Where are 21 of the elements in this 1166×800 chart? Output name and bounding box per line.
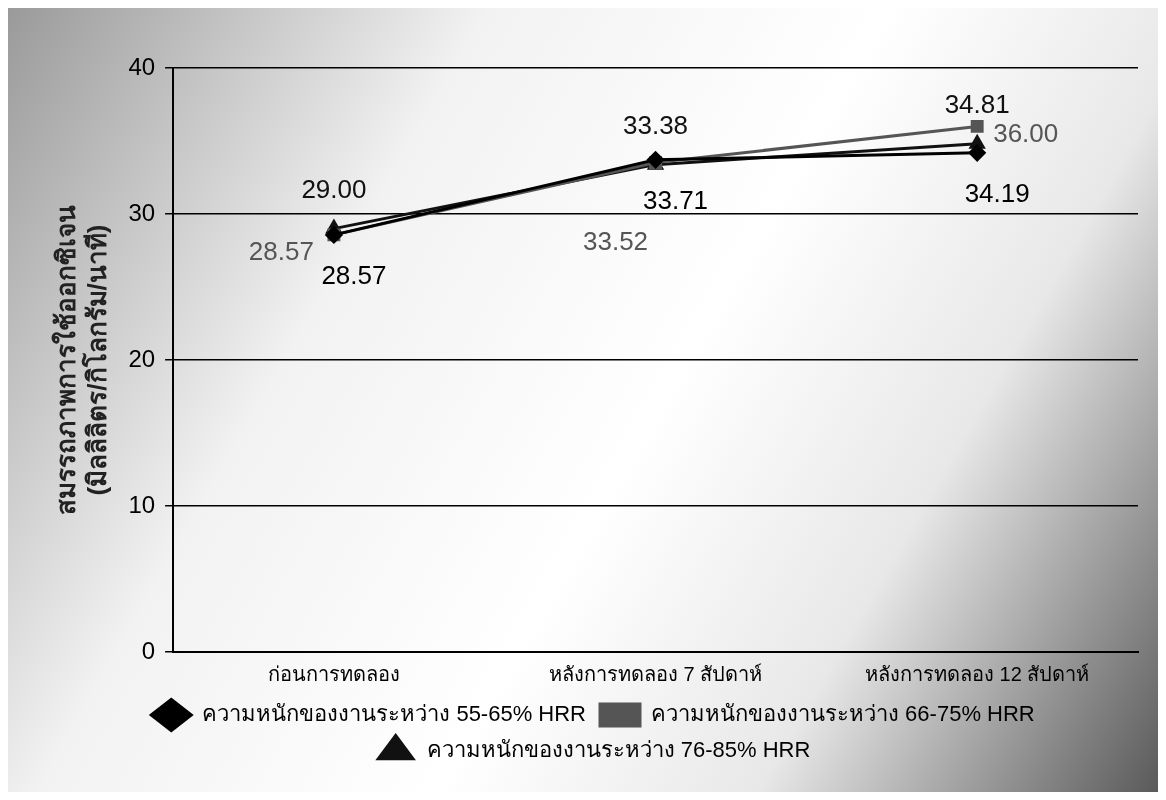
y-tick-label: 10 <box>128 490 156 518</box>
y-tick-label: 30 <box>128 198 156 226</box>
x-tick-label: ก่อนการทดลอง <box>267 662 400 685</box>
data-label: 34.81 <box>944 88 1010 119</box>
legend-label: ความหนักของงานระหว่าง 66-75% HRR <box>651 701 1035 727</box>
data-label: 36.00 <box>993 117 1059 148</box>
data-label: 33.38 <box>623 109 689 140</box>
y-tick-label: 0 <box>141 636 156 664</box>
y-tick-label: 20 <box>128 344 156 372</box>
legend-label: ความหนักของงานระหว่าง 55-65% HRR <box>202 701 586 727</box>
data-label: 29.00 <box>301 173 367 204</box>
y-tick-label: 40 <box>128 52 156 80</box>
data-label: 28.57 <box>321 260 387 291</box>
data-label: 33.52 <box>583 225 649 256</box>
x-tick-label: หลังการทดลอง 7 สัปดาห์ <box>548 662 763 685</box>
data-label: 33.71 <box>643 185 709 216</box>
data-label: 28.57 <box>248 236 314 267</box>
data-label: 34.19 <box>964 178 1030 208</box>
x-tick-label: หลังการทดลอง 12 สัปดาห์ <box>865 662 1090 685</box>
legend-label: ความหนักของงานระหว่าง 76-85% HRR <box>426 737 811 763</box>
y-axis-title: สมรรถภาพการใช้ออกซิเจน (มิลลิลิตร/กิโลกรัม/นาที) <box>50 205 112 515</box>
